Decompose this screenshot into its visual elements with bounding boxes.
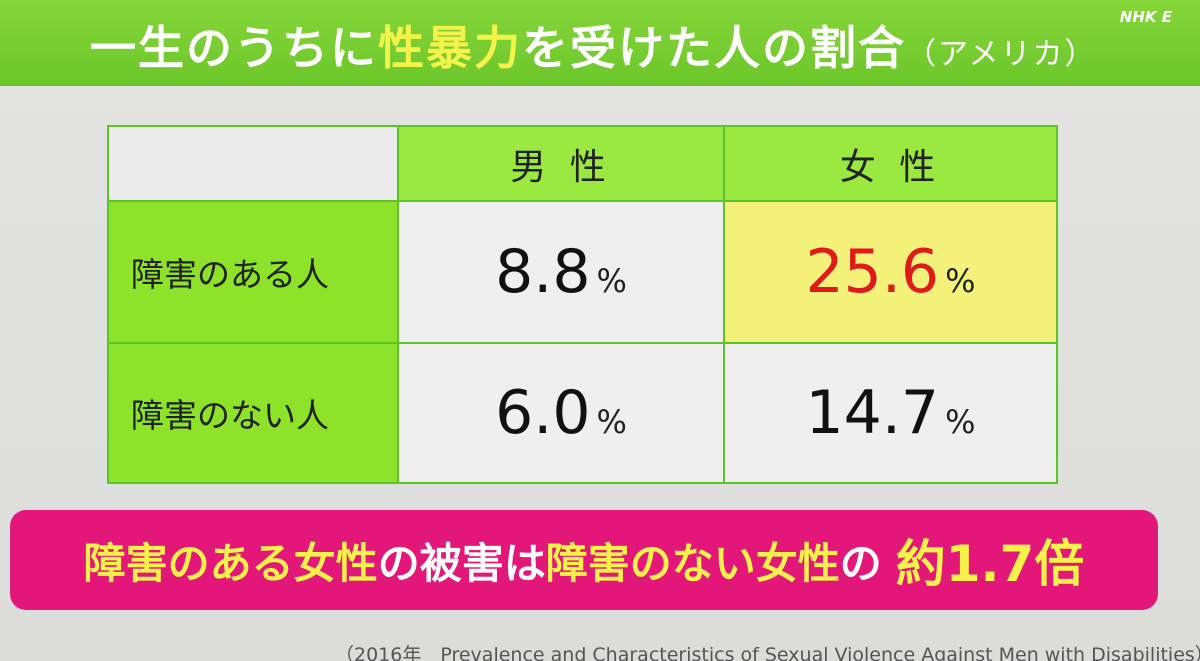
channel-logo: NHK E: [1119, 8, 1172, 26]
column-header: 女 性: [724, 126, 1057, 201]
data-cell: 6.0%: [398, 343, 724, 483]
title-part: を受けた人の割合: [522, 21, 906, 75]
corner-cell: [108, 126, 398, 201]
data-cell: 25.6%: [724, 201, 1057, 343]
banner-part: 約1.7倍: [895, 535, 1085, 593]
banner-part: 障害のある女性: [83, 538, 378, 588]
row-header: 障害のない人: [108, 343, 398, 483]
row-header: 障害のある人: [108, 201, 398, 343]
cell-unit: %: [596, 262, 627, 300]
title-part: （アメリカ）: [906, 37, 1097, 72]
cell-unit: %: [945, 403, 976, 441]
cell-unit: %: [596, 403, 627, 441]
cell-unit: %: [945, 262, 976, 300]
source-note: （2016年 Prevalence and Characteristics of…: [335, 644, 1200, 661]
banner-part: の: [839, 538, 882, 588]
banner-part: 障害のない女性: [545, 538, 840, 588]
table: 男 性女 性障害のある人 8.8% 25.6% 障害のない人 6.0% 14.7%: [107, 125, 1058, 484]
banner-part: の被害は: [377, 538, 546, 588]
title: 一生のうちに性暴力を受けた人の割合（アメリカ）: [90, 12, 1097, 78]
data-cell: 8.8%: [398, 201, 724, 343]
title-part: 性暴力: [378, 21, 522, 75]
cell-value: 14.7: [805, 378, 940, 448]
column-header: 男 性: [398, 126, 724, 201]
title-band: 一生のうちに性暴力を受けた人の割合（アメリカ） NHK E: [0, 0, 1200, 86]
cell-value: 25.6: [805, 237, 940, 307]
data-cell: 14.7%: [724, 343, 1057, 483]
cell-value: 6.0: [495, 378, 591, 448]
cell-value: 8.8: [495, 237, 591, 307]
summary-banner: 障害のある女性 の被害は 障害のない女性の約1.7倍: [10, 510, 1158, 610]
title-part: 一生のうちに: [90, 21, 378, 75]
